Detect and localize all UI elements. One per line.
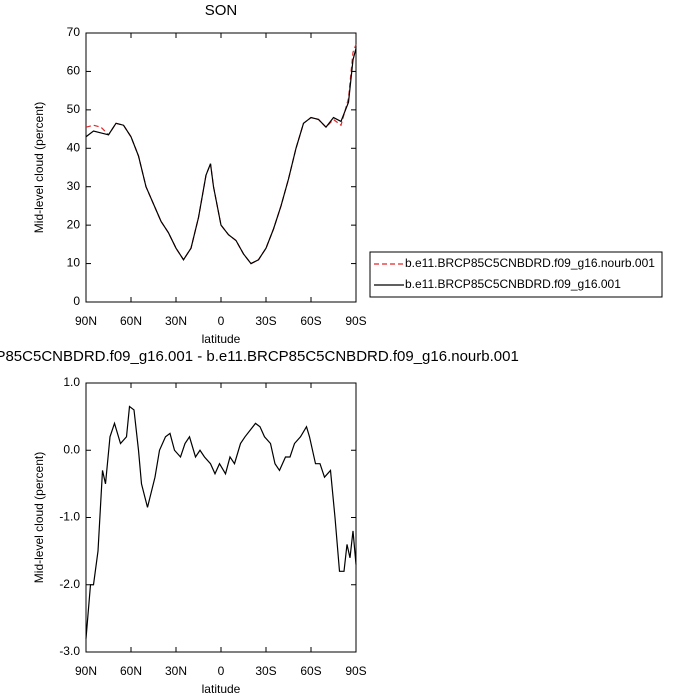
x-tick-label: 30S [255,664,276,678]
legend-label: b.e11.BRCP85C5CNBDRD.f09_g16.001 [405,277,621,291]
x-tick-label: 0 [218,314,225,328]
y-tick-label: 0 [73,294,80,308]
x-tick-label: 30N [165,314,187,328]
y-tick-label: 1.0 [63,375,80,389]
y-tick-label: -2.0 [59,577,80,591]
x-tick-label: 60S [300,664,321,678]
x-tick-label: 90N [75,664,97,678]
x-axis-label: latitude [202,332,241,346]
series-line [85,405,357,639]
x-tick-label: 30N [165,664,187,678]
y-tick-label: -3.0 [59,644,80,658]
y-tick-label: 50 [67,102,81,116]
x-tick-label: 90S [345,314,366,328]
y-tick-label: -1.0 [59,510,80,524]
x-tick-label: 90S [345,664,366,678]
x-tick-label: 30S [255,314,276,328]
x-tick-label: 60N [120,664,142,678]
legend-box [369,251,663,298]
plot-frame [85,32,357,303]
x-tick-label: 60S [300,314,321,328]
y-tick-label: 40 [67,140,81,154]
y-tick-label: 30 [67,179,81,193]
y-tick-label: 60 [67,64,81,78]
chart-title: b.e11.BRCP85C5CNBDRD.f09_g16.001 - b.e11… [0,348,519,365]
y-tick-label: 10 [67,256,81,270]
y-tick-label: 0.0 [63,442,80,456]
chart-title: SON [205,2,238,19]
x-tick-label: 0 [218,664,225,678]
y-axis-label: Mid-level cloud (percent) [32,452,46,583]
plot-frame [85,382,357,653]
x-tick-label: 60N [120,314,142,328]
legend-label: b.e11.BRCP85C5CNBDRD.f09_g16.nourb.001 [405,256,655,270]
y-tick-label: 20 [67,217,81,231]
x-axis-label: latitude [202,682,241,696]
x-tick-label: 90N [75,314,97,328]
series-line [85,48,357,265]
y-tick-label: 70 [67,25,81,39]
series-line [85,44,357,265]
y-axis-label: Mid-level cloud (percent) [32,102,46,233]
